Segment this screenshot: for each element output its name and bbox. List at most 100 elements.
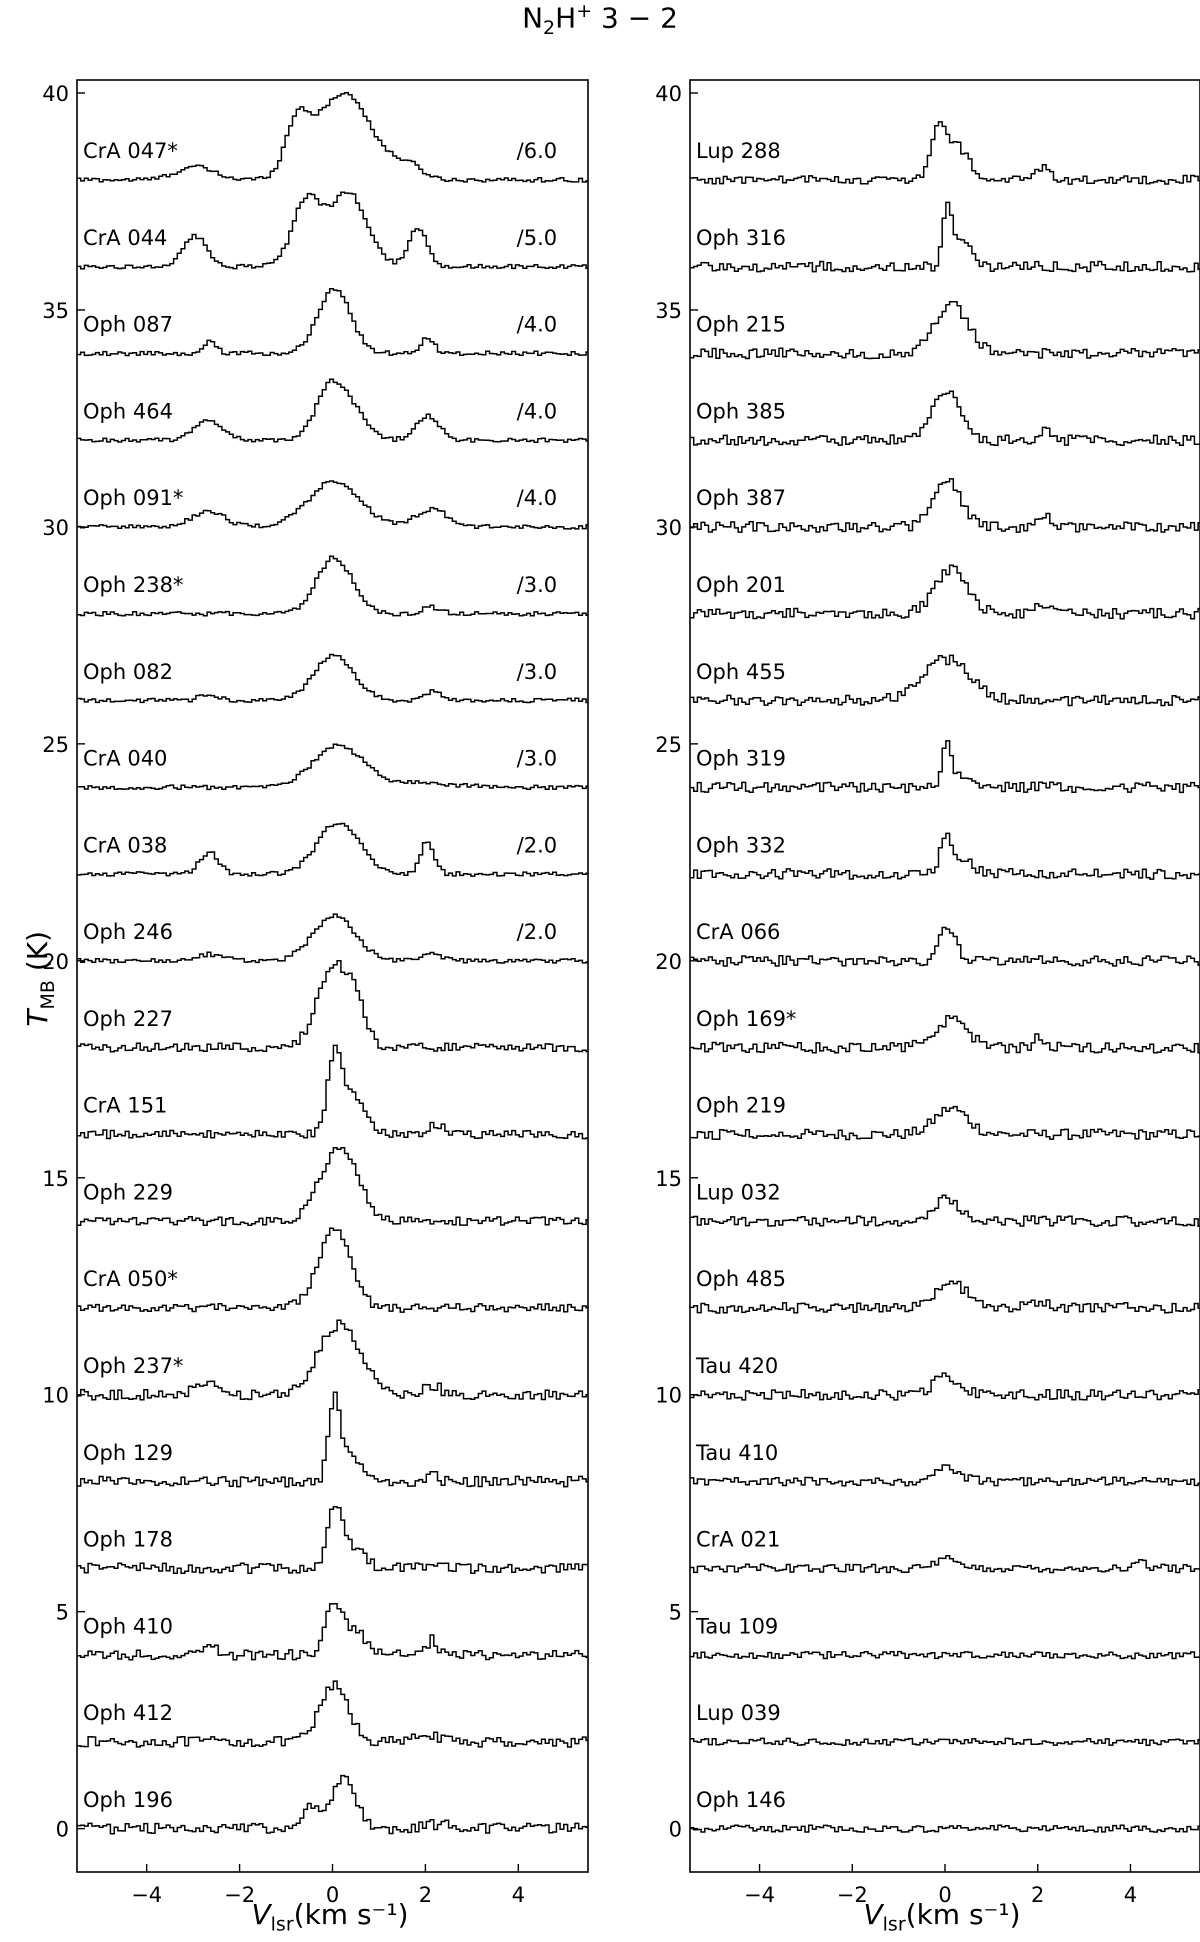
series-label: CrA 047* [83, 139, 178, 163]
spectrum-line [77, 822, 588, 877]
series-label: Oph 129 [83, 1441, 173, 1465]
spectrum-line [77, 743, 588, 791]
spectrum-line [77, 1506, 588, 1575]
spectrum-line [77, 1603, 588, 1661]
y-tick-label: 20 [42, 950, 69, 974]
spectrum-line [77, 555, 588, 617]
scale-label: /2.0 [517, 920, 557, 944]
y-tick-label: 20 [655, 950, 682, 974]
spectrum-line [690, 1555, 1200, 1574]
scale-label: /4.0 [517, 486, 557, 510]
series-label: CrA 050* [83, 1267, 178, 1291]
x-tick-label: 2 [419, 1883, 432, 1907]
series-label: Oph 215 [696, 313, 786, 337]
y-tick-label: 0 [56, 1818, 69, 1842]
scale-label: /6.0 [517, 139, 557, 163]
series-label: Oph 146 [696, 1788, 786, 1812]
x-tick-label: 4 [512, 1883, 525, 1907]
spectrum-line [690, 654, 1200, 707]
series-label: Lup 288 [696, 139, 781, 163]
y-tick-label: 10 [42, 1384, 69, 1408]
x-tick-label: 0 [326, 1883, 339, 1907]
series-label: Oph 485 [696, 1267, 786, 1291]
spectrum-line [77, 191, 588, 270]
spectrum-line [690, 1194, 1200, 1228]
spectrum-line [690, 1015, 1200, 1054]
series-label: Tau 420 [695, 1354, 778, 1378]
series-label: Oph 219 [696, 1094, 786, 1118]
series-label: Tau 109 [695, 1614, 778, 1638]
x-tick-label: 2 [1031, 1883, 1044, 1907]
x-tick-label: −2 [837, 1883, 868, 1907]
x-tick-label: 0 [938, 1883, 951, 1907]
series-label: Oph 455 [696, 660, 786, 684]
series-label: Oph 196 [83, 1788, 173, 1812]
y-tick-label: 5 [669, 1601, 682, 1625]
spectrum-line [690, 390, 1200, 446]
y-tick-label: 0 [669, 1818, 682, 1842]
x-axis-label-left: Vlsr(km s⁻¹) [251, 1898, 409, 1936]
spectrum-line [77, 288, 588, 357]
series-label: Oph 410 [83, 1614, 173, 1638]
spectrum-line [77, 1680, 588, 1748]
y-tick-label: 35 [42, 299, 69, 323]
series-label: CrA 044 [83, 226, 167, 250]
scale-label: /2.0 [517, 833, 557, 857]
series-label: CrA 040 [83, 747, 167, 771]
spectrum-line [77, 1391, 588, 1488]
series-label: Lup 039 [696, 1701, 781, 1725]
series-label: Oph 412 [83, 1701, 173, 1725]
left-panel: 0 5 10 15 20 25 30 35 40 −4 −2 0 2 4 CrA 047* /6.0 CrA 0… [42, 79, 589, 1907]
scale-label: /4.0 [517, 313, 557, 337]
spectrum-line [77, 1227, 588, 1313]
figure-title: N2H+ 3 − 2 [522, 0, 678, 39]
spectrum-line [77, 653, 588, 704]
spectrum-line [690, 300, 1200, 360]
series-label: CrA 151 [83, 1094, 167, 1118]
spectrum-line [690, 1372, 1200, 1401]
series-label: Oph 201 [696, 573, 786, 597]
y-tick-label: 30 [655, 516, 682, 540]
spectrum-line [690, 1280, 1200, 1314]
scale-label: /3.0 [517, 573, 557, 597]
spectrum-line [690, 740, 1200, 794]
series-label: Oph 332 [696, 833, 786, 857]
spectrum-line [77, 913, 588, 964]
y-tick-label: 25 [42, 733, 69, 757]
spectrum-line [77, 959, 588, 1053]
spectrum-line [77, 91, 588, 183]
y-tick-label: 15 [42, 1167, 69, 1191]
spectrum-line [690, 564, 1200, 620]
series-label: CrA 038 [83, 833, 167, 857]
series-label: Oph 385 [696, 399, 786, 423]
spectrum-line [690, 1464, 1200, 1487]
spectrum-line [690, 832, 1200, 880]
x-tick-label: −4 [131, 1883, 162, 1907]
scale-label: /4.0 [517, 399, 557, 423]
series-label: Oph 169* [696, 1007, 796, 1031]
series-label: CrA 066 [696, 920, 780, 944]
y-tick-label: 35 [655, 299, 682, 323]
series-label: Oph 087 [83, 313, 173, 337]
spectrum-line [77, 1147, 588, 1227]
spectrum-line [77, 1319, 588, 1401]
series-label: Oph 387 [696, 486, 786, 510]
y-tick-label: 25 [655, 733, 682, 757]
series-label: Oph 319 [696, 747, 786, 771]
y-tick-label: 5 [56, 1601, 69, 1625]
scale-label: /5.0 [517, 226, 557, 250]
series-label: Oph 227 [83, 1007, 173, 1031]
y-axis-label: TMB (K) [21, 930, 59, 1027]
series-label: Tau 410 [695, 1441, 778, 1465]
spectrum-line [77, 480, 588, 530]
right-panel: 0 5 10 15 20 25 30 35 40 −4 −2 0 2 4 Lup 288 Oph 316 Oph… [655, 79, 1200, 1907]
spectrum-line [690, 201, 1200, 273]
spectrum-line [690, 1824, 1200, 1833]
series-label: Oph 316 [696, 226, 786, 250]
y-tick-label: 30 [42, 516, 69, 540]
series-label: CrA 021 [696, 1528, 780, 1552]
spectrum-line [690, 121, 1200, 185]
y-tick-label: 40 [42, 82, 69, 106]
spectrum-line [77, 1044, 588, 1140]
